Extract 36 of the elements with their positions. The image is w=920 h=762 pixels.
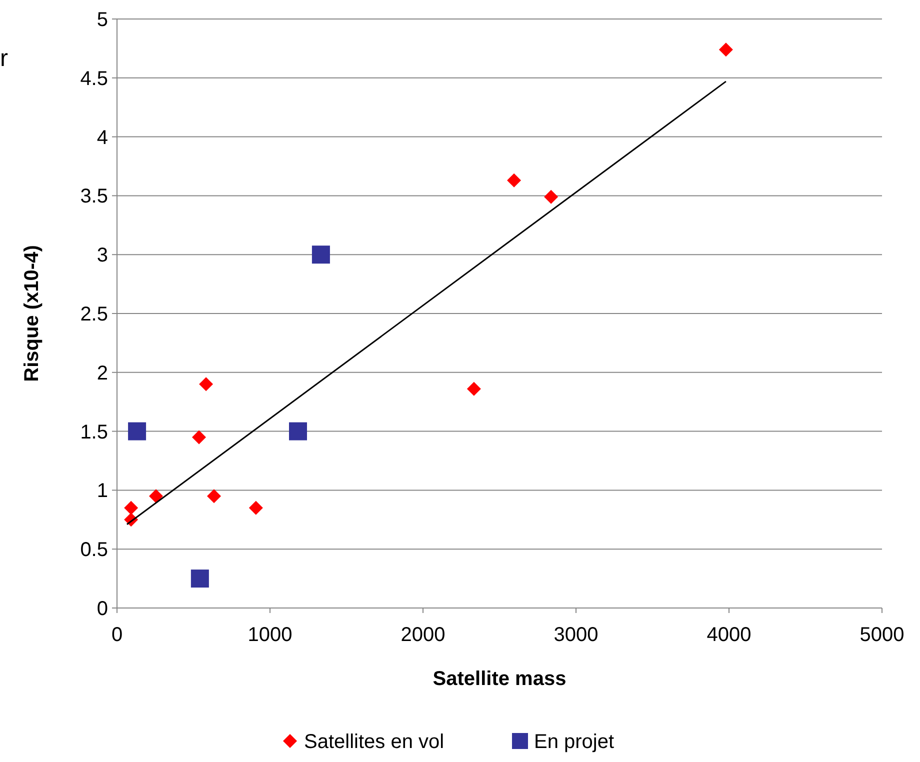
- x-tick-label: 1000: [248, 624, 292, 646]
- point: [312, 246, 330, 264]
- y-tick-label: 5: [96, 9, 108, 31]
- point: [718, 42, 733, 57]
- point: [248, 500, 263, 515]
- text: r: [0, 45, 8, 72]
- x-tick-label: 3000: [554, 624, 598, 646]
- point: [544, 190, 558, 204]
- point: [466, 382, 481, 396]
- point: [190, 570, 209, 588]
- point: [207, 489, 221, 504]
- x-tick-label: 0: [111, 624, 123, 646]
- y-tick-label: 4.5: [80, 68, 108, 90]
- point: [124, 500, 138, 515]
- point: [149, 489, 164, 504]
- x-tick-label: 4000: [706, 624, 752, 646]
- point: [192, 430, 206, 444]
- y-tick-label: 2.5: [80, 304, 108, 326]
- point: [199, 377, 214, 392]
- y-tick-label: 0: [96, 598, 108, 620]
- x-tick-label: 2000: [400, 624, 446, 646]
- y-tick-label: 3.5: [80, 186, 108, 208]
- y-tick-label: 1.5: [80, 421, 108, 444]
- legend-label: Satellites en vol: [304, 731, 444, 753]
- x-axis-title: Satellite mass: [432, 668, 566, 690]
- y-axis-title: Risque (x10-4): [21, 245, 43, 382]
- point: [128, 422, 146, 440]
- legend-label: En projet: [534, 731, 614, 753]
- y-tick-label: 3: [96, 244, 108, 267]
- y-tick-label: 1: [96, 480, 108, 502]
- x-tick-label: 5000: [860, 624, 904, 646]
- y-tick-label: 0.5: [80, 539, 108, 562]
- y-tick-label: 4: [96, 126, 108, 149]
- y-tick-label: 2: [96, 362, 108, 384]
- point: [507, 173, 522, 188]
- point: [289, 422, 307, 440]
